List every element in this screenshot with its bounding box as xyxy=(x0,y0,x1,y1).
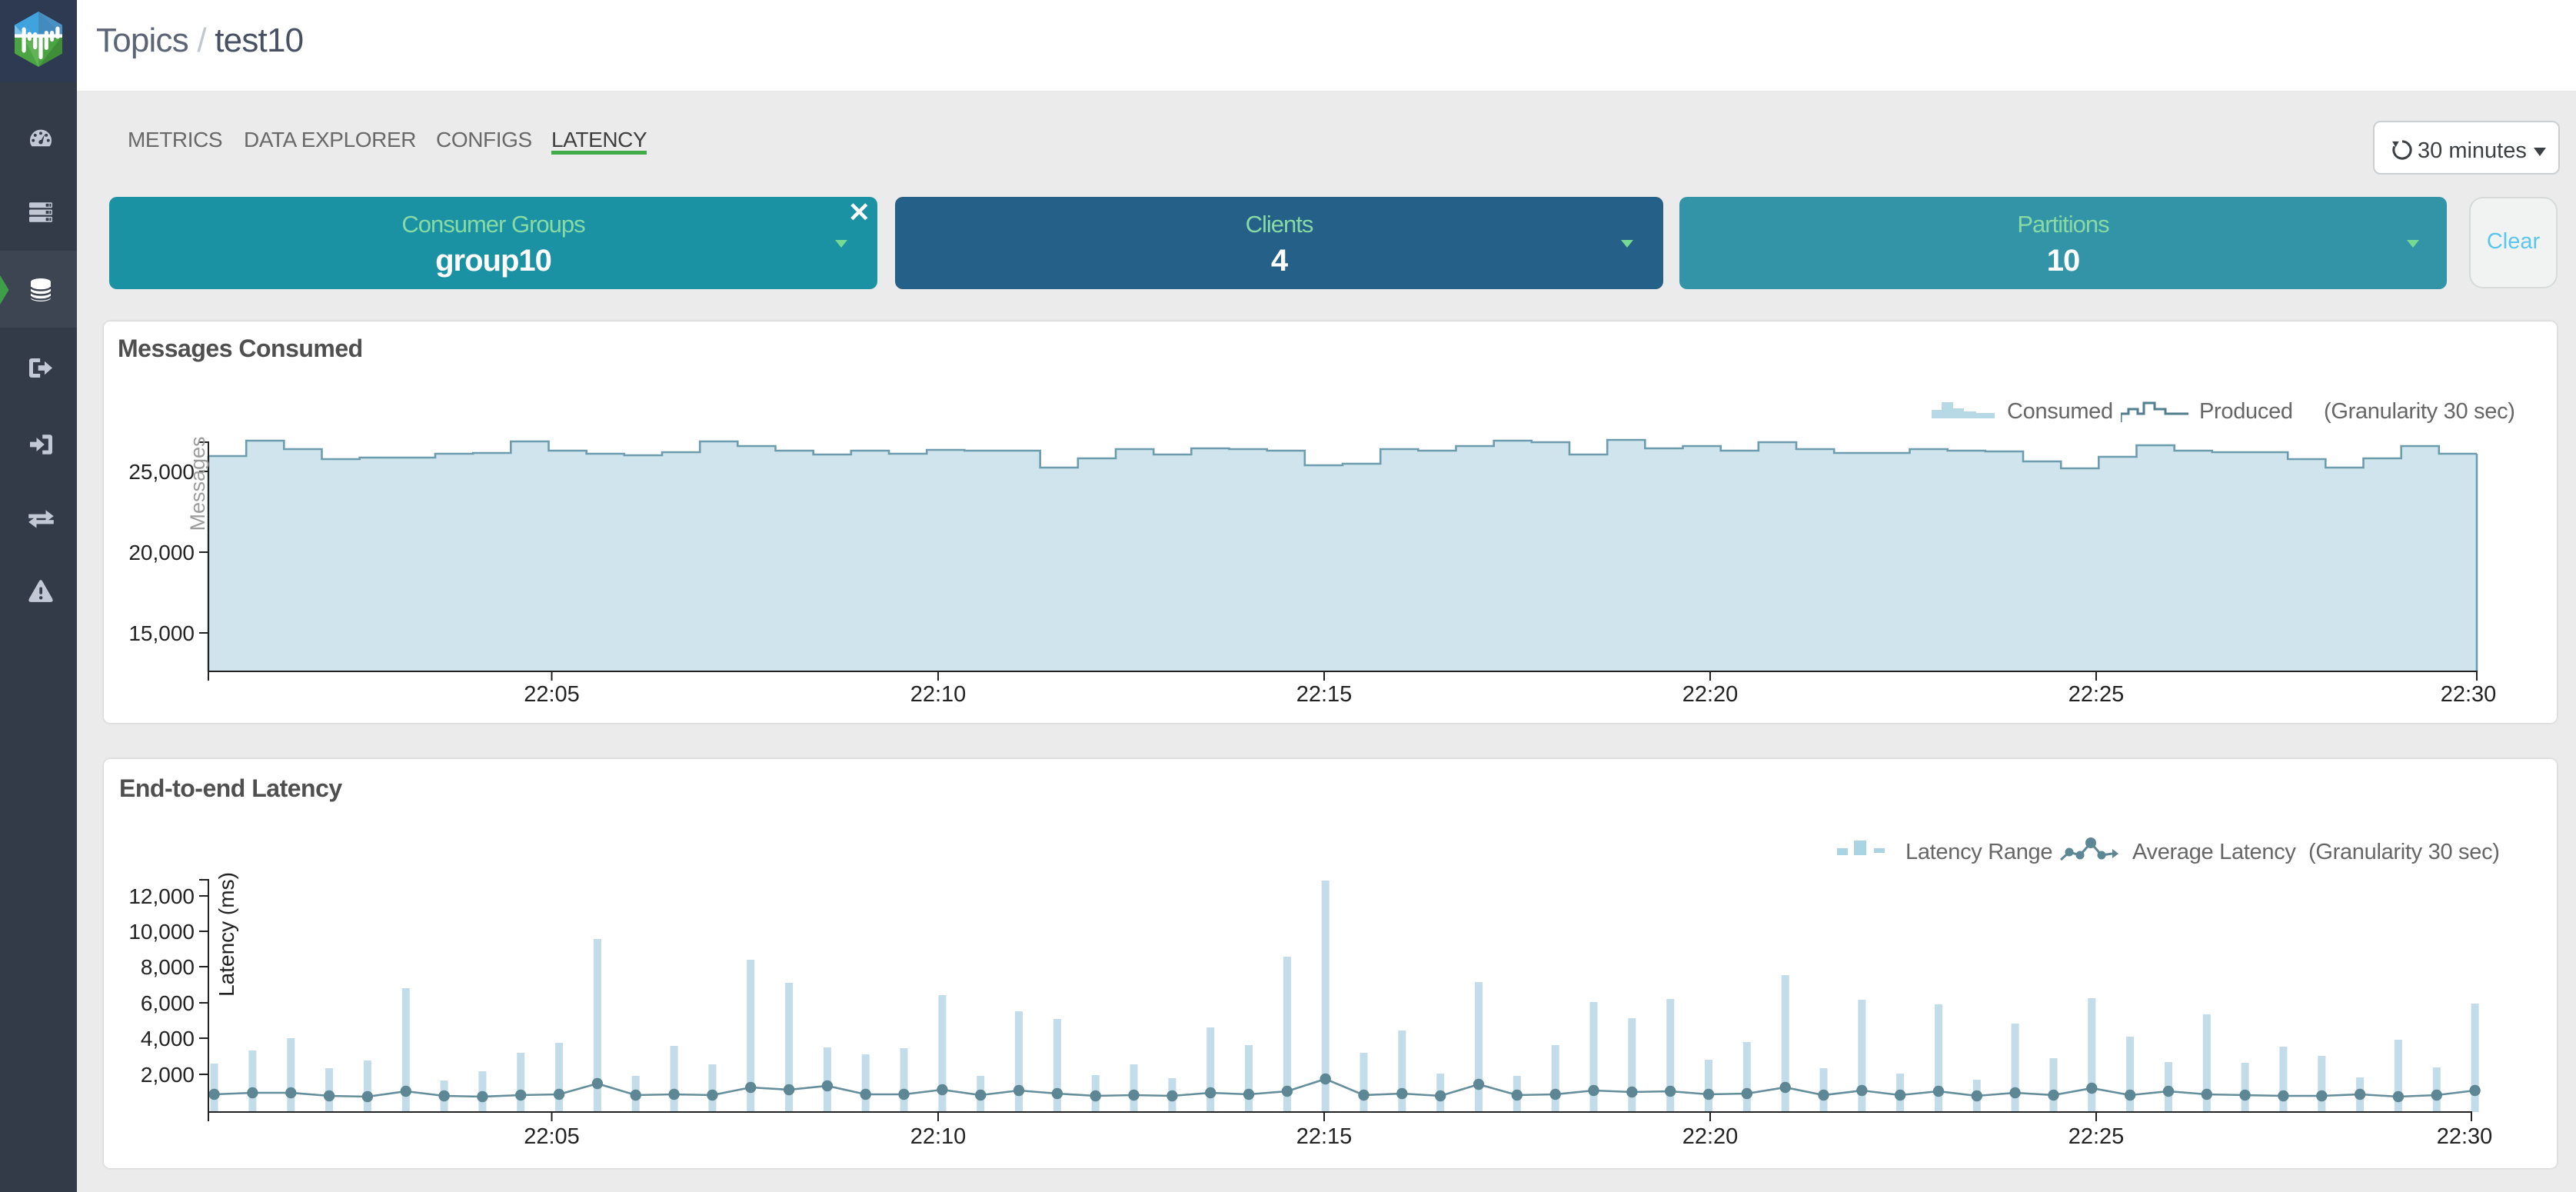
svg-text:22:05: 22:05 xyxy=(524,682,580,707)
svg-text:22:05: 22:05 xyxy=(524,1124,580,1149)
svg-text:8,000: 8,000 xyxy=(141,955,195,979)
svg-text:22:30: 22:30 xyxy=(2437,1124,2493,1149)
svg-text:22:30: 22:30 xyxy=(2441,682,2497,707)
svg-text:4,000: 4,000 xyxy=(141,1027,195,1050)
svg-text:22:15: 22:15 xyxy=(1296,682,1353,707)
svg-text:12,000: 12,000 xyxy=(128,884,195,908)
svg-text:22:10: 22:10 xyxy=(910,682,967,707)
svg-text:22:10: 22:10 xyxy=(910,1124,967,1149)
svg-text:25,000: 25,000 xyxy=(128,460,195,484)
svg-text:22:25: 22:25 xyxy=(2068,1124,2125,1149)
svg-text:22:20: 22:20 xyxy=(1682,1124,1739,1149)
svg-text:6,000: 6,000 xyxy=(141,991,195,1015)
svg-text:22:15: 22:15 xyxy=(1296,1124,1353,1149)
svg-text:10,000: 10,000 xyxy=(128,920,195,944)
svg-text:Latency (ms): Latency (ms) xyxy=(215,872,238,997)
svg-text:22:20: 22:20 xyxy=(1682,682,1739,707)
svg-text:22:25: 22:25 xyxy=(2068,682,2125,707)
svg-text:2,000: 2,000 xyxy=(141,1063,195,1087)
svg-text:20,000: 20,000 xyxy=(128,541,195,564)
svg-text:15,000: 15,000 xyxy=(128,621,195,645)
svg-text:Messages: Messages xyxy=(186,436,209,531)
